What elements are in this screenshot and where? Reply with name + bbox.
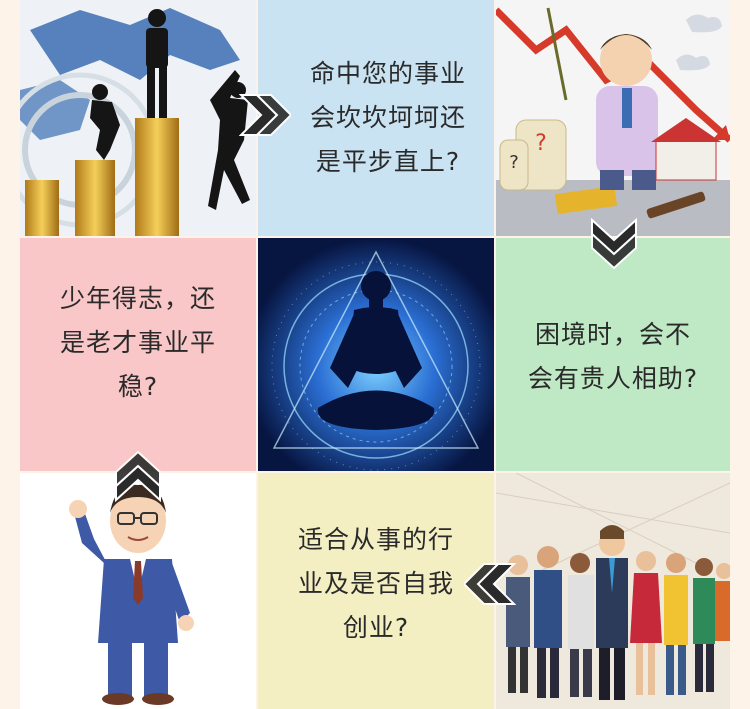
panel-line: 命中您的事业 bbox=[309, 59, 466, 88]
chevron-arrow-icon bbox=[114, 450, 162, 502]
svg-text:?: ? bbox=[535, 131, 547, 156]
panel-line: 会有贵人相助? bbox=[527, 363, 699, 393]
cartoon-man-illustration bbox=[20, 473, 256, 709]
career-question-panel: 命中您的事业 会坎坎坷坷还 是平步直上? bbox=[258, 0, 494, 236]
worried-businessman-illustration: ? ? bbox=[496, 0, 730, 236]
fortune-grid: 命中您的事业 会坎坎坷坷还 是平步直上? ? ? bbox=[20, 0, 730, 709]
success-question-panel: 少年得志，还 是老才事业平 稳? bbox=[20, 238, 256, 471]
coin-stack-illustration bbox=[20, 0, 256, 236]
panel-line: 少年得志，还 bbox=[59, 283, 216, 313]
business-crowd-illustration bbox=[496, 473, 730, 709]
panel-line: 创业? bbox=[342, 613, 410, 642]
chevron-arrow-icon bbox=[464, 562, 516, 606]
panel-line: 适合从事的行 bbox=[297, 525, 454, 554]
panel-line: 是老才事业平 bbox=[59, 327, 216, 357]
panel-line: 业及是否自我 bbox=[297, 569, 454, 598]
chevron-arrow-icon bbox=[590, 218, 638, 270]
industry-question-panel: 适合从事的行 业及是否自我 创业? bbox=[258, 473, 494, 709]
panel-line: 稳? bbox=[117, 371, 159, 401]
svg-text:?: ? bbox=[509, 152, 519, 173]
panel-line: 会坎坎坷坷还 bbox=[309, 103, 466, 132]
helper-question-panel: 困境时，会不 会有贵人相助? bbox=[496, 238, 730, 471]
chevron-arrow-icon bbox=[239, 93, 291, 137]
panel-line: 困境时，会不 bbox=[534, 319, 691, 349]
panel-line: 是平步直上? bbox=[315, 147, 461, 176]
meditation-illustration bbox=[258, 238, 494, 471]
